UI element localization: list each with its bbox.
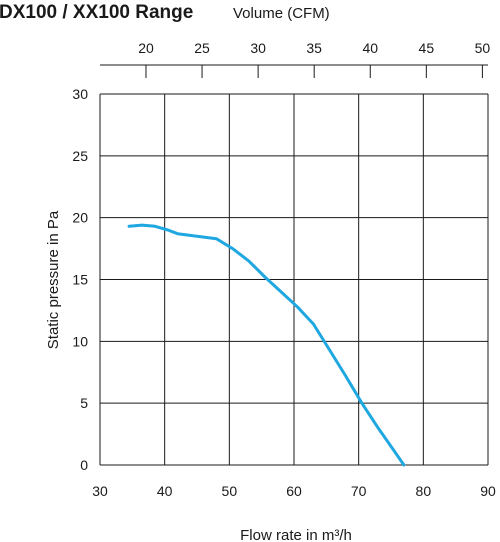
secondary-tick-label: 25 xyxy=(194,40,210,56)
x-tick-label: 80 xyxy=(416,483,432,499)
secondary-tick-label: 20 xyxy=(138,40,154,56)
y-tick-label: 30 xyxy=(72,86,88,102)
x-tick-label: 50 xyxy=(222,483,238,499)
x-tick-label: 30 xyxy=(92,483,108,499)
grid xyxy=(99,93,489,466)
y-tick-label: 5 xyxy=(80,395,88,411)
secondary-tick-label: 40 xyxy=(362,40,378,56)
x-tick-label: 90 xyxy=(480,483,496,499)
y-axis-label: Static pressure in Pa xyxy=(45,210,62,349)
y-tick-label: 0 xyxy=(80,457,88,473)
series-line xyxy=(127,223,406,467)
y-tick-label: 15 xyxy=(72,272,88,288)
y-tick-label: 10 xyxy=(72,333,88,349)
y-tick-label: 20 xyxy=(72,210,88,226)
y-tick-label: 25 xyxy=(72,148,88,164)
secondary-tick-label: 30 xyxy=(250,40,266,56)
x-axis: 30 40 50 60 70 80 90 xyxy=(92,483,496,499)
x-tick-label: 60 xyxy=(286,483,302,499)
secondary-x-axis: 20 25 30 35 40 45 50 xyxy=(100,40,490,78)
x-tick-label: 40 xyxy=(157,483,173,499)
secondary-tick-label: 35 xyxy=(306,40,322,56)
chart-title: DX100 / XX100 Range xyxy=(0,2,193,23)
secondary-tick-label: 50 xyxy=(475,40,491,56)
x-axis-label: Flow rate in m³/h xyxy=(240,527,352,542)
x-tick-label: 70 xyxy=(351,483,367,499)
secondary-axis-title: Volume (CFM) xyxy=(233,5,330,22)
y-axis: 0 5 10 15 20 25 30 xyxy=(72,86,88,473)
secondary-tick-label: 45 xyxy=(419,40,435,56)
